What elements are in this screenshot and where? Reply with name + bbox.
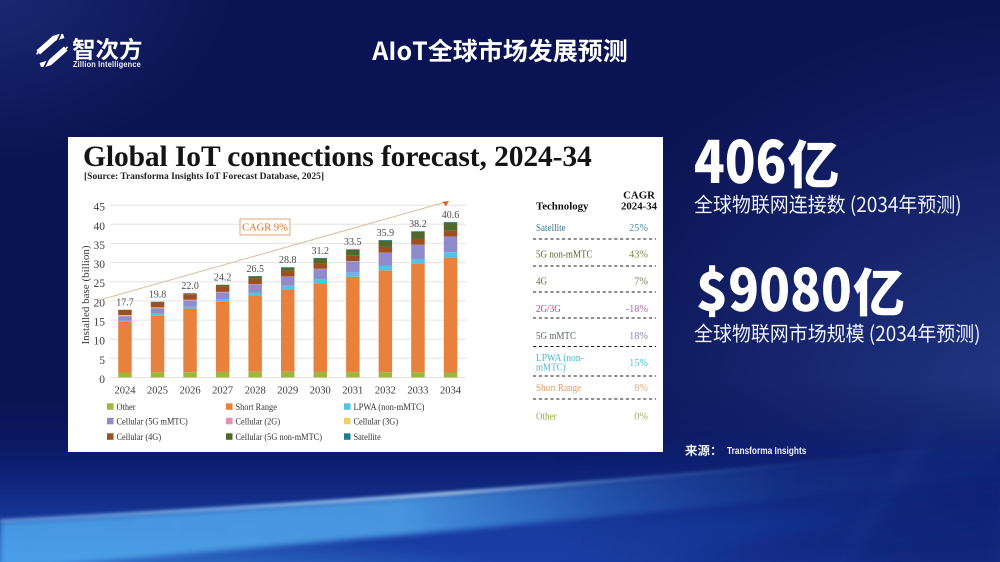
svg-text:-18%: -18%: [626, 304, 649, 315]
svg-text:2025: 2025: [147, 386, 168, 397]
svg-text:2028: 2028: [245, 386, 266, 397]
svg-text:CAGR: CAGR: [623, 189, 655, 201]
svg-text:5G mMTC: 5G mMTC: [536, 331, 576, 342]
svg-text:2034: 2034: [440, 386, 462, 397]
svg-text:Installed base (billion): Installed base (billion): [80, 245, 92, 344]
svg-text:25: 25: [94, 278, 106, 290]
svg-text:18%: 18%: [629, 331, 648, 342]
svg-text:2033: 2033: [407, 386, 428, 397]
svg-text:Short Range: Short Range: [536, 383, 581, 394]
svg-text:LPWA (non-: LPWA (non-: [536, 353, 584, 364]
svg-text:Cellular (2G): Cellular (2G): [236, 417, 281, 428]
svg-text:Satellite: Satellite: [354, 432, 382, 443]
svg-text:22.0: 22.0: [181, 281, 199, 292]
svg-text:33.5: 33.5: [344, 237, 362, 248]
svg-text:35: 35: [94, 240, 106, 252]
svg-text:7%: 7%: [634, 276, 648, 287]
svg-text:31.2: 31.2: [312, 246, 330, 257]
svg-text:2026: 2026: [180, 386, 201, 397]
svg-text:2032: 2032: [375, 386, 396, 397]
svg-text:CAGR 9%: CAGR 9%: [242, 223, 288, 234]
svg-text:Short Range: Short Range: [236, 402, 278, 413]
svg-text:0: 0: [99, 374, 105, 386]
svg-text:2027: 2027: [212, 386, 233, 397]
svg-text:Other: Other: [117, 402, 137, 413]
svg-text:28.8: 28.8: [279, 255, 297, 266]
svg-text:2030: 2030: [310, 386, 331, 397]
svg-text:2G/3G: 2G/3G: [536, 304, 561, 315]
svg-text:10: 10: [94, 336, 106, 348]
svg-text:2024-34: 2024-34: [621, 201, 658, 213]
svg-text:0%: 0%: [634, 412, 648, 423]
svg-text:Cellular (5G non-mMTC): Cellular (5G non-mMTC): [236, 432, 323, 443]
svg-text:26.5: 26.5: [246, 264, 264, 275]
svg-text:45: 45: [94, 202, 106, 214]
svg-text:40: 40: [94, 221, 106, 233]
svg-text:Cellular (5G mMTC): Cellular (5G mMTC): [117, 417, 188, 428]
svg-text:35.9: 35.9: [377, 228, 395, 239]
svg-text:19.8: 19.8: [149, 290, 167, 301]
svg-text:2029: 2029: [277, 386, 298, 397]
svg-text:38.2: 38.2: [409, 219, 427, 230]
svg-text:25%: 25%: [629, 223, 648, 234]
svg-text:20: 20: [94, 297, 106, 309]
svg-text:24.2: 24.2: [214, 273, 232, 284]
svg-text:8%: 8%: [634, 383, 648, 394]
svg-text:5G non-mMTC: 5G non-mMTC: [536, 250, 593, 261]
svg-text:30: 30: [94, 259, 106, 271]
svg-text:15%: 15%: [629, 358, 648, 369]
svg-text:5: 5: [99, 355, 105, 367]
svg-text:2024: 2024: [115, 386, 137, 397]
svg-text:43%: 43%: [629, 250, 648, 261]
svg-text:Other: Other: [536, 412, 557, 423]
svg-text:Cellular (4G): Cellular (4G): [117, 432, 162, 443]
svg-text:Technology: Technology: [536, 201, 589, 213]
svg-text:LPWA (non-mMTC): LPWA (non-mMTC): [354, 402, 425, 413]
svg-text:mMTC): mMTC): [536, 363, 566, 374]
svg-text:Satellite: Satellite: [536, 223, 566, 234]
svg-text:4G: 4G: [536, 276, 548, 287]
svg-text:15: 15: [94, 317, 106, 329]
svg-text:2031: 2031: [342, 386, 363, 397]
svg-text:40.6: 40.6: [442, 210, 460, 221]
svg-text:17.7: 17.7: [116, 298, 134, 309]
svg-text:Cellular (3G): Cellular (3G): [354, 417, 399, 428]
